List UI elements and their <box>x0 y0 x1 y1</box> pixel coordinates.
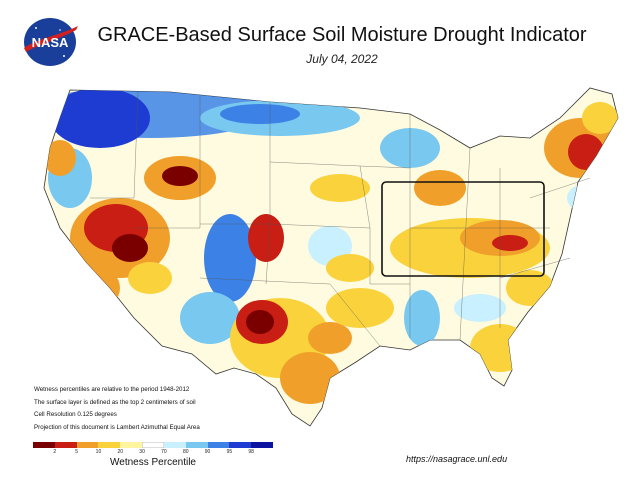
legend-swatch <box>251 442 273 448</box>
legend-tick-label: 2 <box>53 449 57 455</box>
legend-swatch <box>98 442 121 448</box>
nasa-logo-icon: NASA <box>24 18 78 66</box>
source-url: https://nasagrace.unl.edu <box>406 454 508 464</box>
svg-text:NASA: NASA <box>32 35 69 50</box>
legend-tick-label: 90 <box>204 449 211 455</box>
legend-tick-label: 95 <box>226 449 233 455</box>
legend-tick-label: 20 <box>117 449 124 455</box>
legend-swatch <box>163 442 186 448</box>
legend-title: Wetness Percentile <box>110 457 196 468</box>
legend-swatch <box>142 442 164 448</box>
legend-color-bar <box>33 442 273 448</box>
legend-tick-label: 80 <box>182 449 189 455</box>
map-date: July 04, 2022 <box>306 52 378 66</box>
legend-tick-label: 98 <box>248 449 254 455</box>
note-surface-layer: The surface layer is defined as the top … <box>34 398 196 406</box>
legend-swatch <box>33 442 55 448</box>
legend-swatch <box>229 442 252 448</box>
map-notes: Wetness percentiles are relative to the … <box>34 384 200 434</box>
legend-swatch <box>185 442 208 448</box>
note-period: Wetness percentiles are relative to the … <box>34 386 190 393</box>
legend-tick-label: 5 <box>75 449 79 455</box>
wetness-legend: 2 5 10 20 30 70 80 90 95 98 Wetness Percentile <box>33 442 273 482</box>
legend-tick-label: 10 <box>95 449 102 455</box>
map-title: GRACE-Based Surface Soil Moisture Drough… <box>97 24 587 46</box>
legend-swatch <box>207 442 230 448</box>
legend-ticks: 2 5 10 20 30 70 80 90 95 98 <box>33 448 273 458</box>
note-resolution: Cell Resolution 0.125 degrees <box>34 411 117 418</box>
legend-swatch <box>120 442 143 448</box>
state-boundaries <box>90 91 591 347</box>
legend-tick-label: 30 <box>139 449 145 455</box>
note-projection: Projection of this document is Lambert A… <box>34 423 200 431</box>
legend-swatch <box>76 442 99 448</box>
legend-tick-label: 70 <box>161 449 167 455</box>
legend-swatch <box>54 442 77 448</box>
us-soil-moisture-map <box>43 87 619 427</box>
highlight-box <box>381 181 545 277</box>
